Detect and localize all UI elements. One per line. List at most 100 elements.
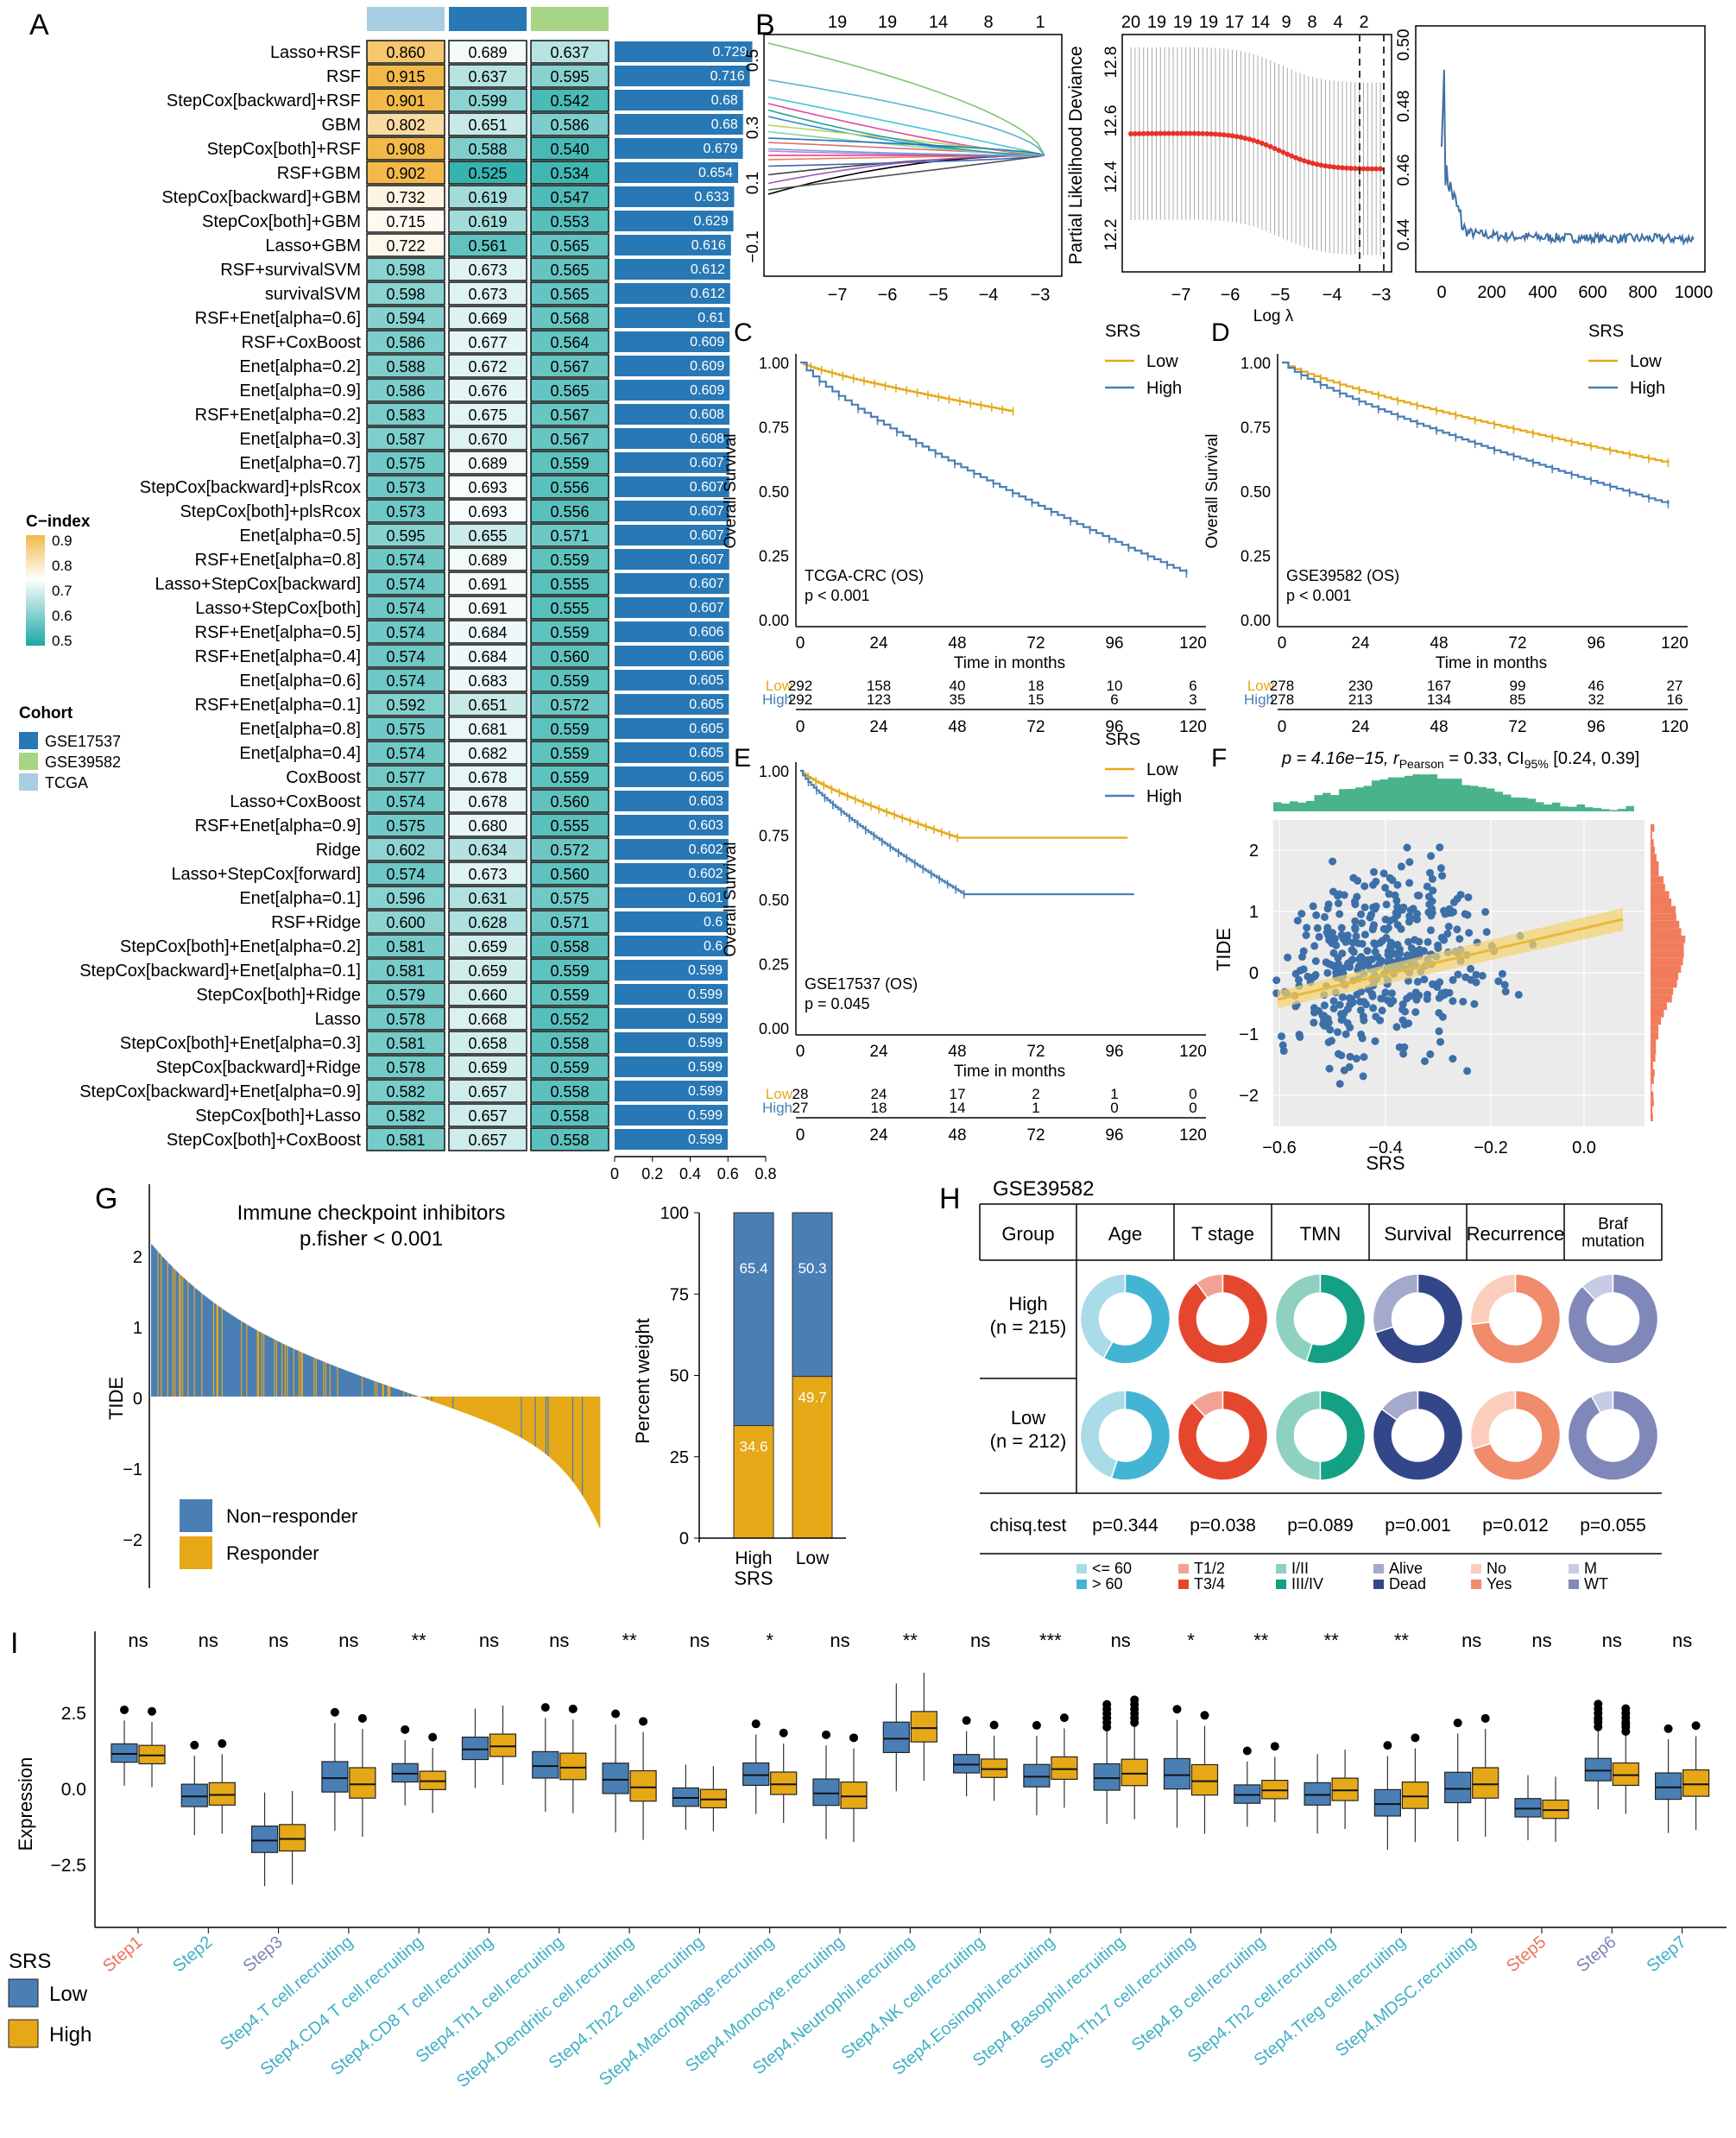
heat-cell — [448, 596, 527, 620]
waterfall-bar — [503, 1397, 506, 1429]
waterfall-bar — [270, 1338, 273, 1397]
risk-x-tick: 120 — [1179, 1126, 1207, 1145]
scatter-point — [1369, 924, 1378, 932]
waterfall-bar — [494, 1397, 496, 1425]
waterfall-bar — [382, 1384, 385, 1397]
hist-bar — [1651, 1076, 1654, 1084]
scatter-point — [1428, 874, 1436, 883]
box-outlier — [611, 1709, 621, 1719]
hist-bar — [1651, 1099, 1654, 1107]
scatter-point — [1348, 955, 1357, 964]
risk-low-count: 18 — [1028, 678, 1045, 694]
hist-bar — [1461, 785, 1470, 811]
heat-cell — [366, 1031, 445, 1055]
cv-point — [1242, 136, 1248, 142]
waterfall-bar — [263, 1334, 265, 1397]
scatter-point — [1405, 918, 1413, 926]
km-legend-high: High — [1630, 379, 1665, 398]
box-body — [1051, 1756, 1078, 1780]
heat-cell-value: 0.559 — [550, 769, 589, 786]
hist-bar — [1379, 779, 1388, 811]
waterfall-bar — [556, 1397, 558, 1464]
scatter-point — [1310, 942, 1319, 950]
axis-tick-label: 0.6 — [717, 1165, 739, 1183]
mean-bar-label: 0.61 — [698, 311, 724, 325]
mean-bar — [615, 235, 731, 255]
waterfall-bar — [444, 1397, 445, 1406]
waterfall-bar — [385, 1384, 387, 1397]
signif-label: ** — [412, 1630, 427, 1651]
tide-histogram — [1651, 824, 1686, 1121]
waterfall-bar — [580, 1397, 583, 1494]
heat-cell-value: 0.558 — [550, 938, 589, 955]
km-x-tick: 72 — [1508, 634, 1526, 653]
scatter-point — [1416, 945, 1424, 954]
box-outlier — [120, 1705, 129, 1714]
cv-point — [1221, 132, 1227, 138]
waterfall-bar — [483, 1397, 485, 1421]
cv-point — [1263, 142, 1269, 148]
mean-bar-label: 0.6 — [704, 915, 723, 930]
waterfall-bar — [387, 1385, 389, 1397]
signif-label: * — [1187, 1630, 1195, 1651]
heat-cell-value: 0.659 — [468, 938, 507, 955]
mean-bar-label: 0.599 — [688, 1036, 723, 1050]
donut-high-segment — [1374, 1273, 1464, 1365]
box-outlier — [1383, 1741, 1392, 1750]
top-tick: 8 — [1307, 13, 1316, 32]
box-body — [251, 1826, 279, 1853]
legend-swatch — [1178, 1564, 1189, 1574]
heat-cell — [448, 910, 527, 934]
waterfall-bar — [558, 1397, 560, 1466]
heat-cell-value: 0.802 — [386, 117, 425, 134]
cv-point — [1225, 132, 1231, 138]
waterfall-bar — [327, 1363, 329, 1397]
waterfall-bar — [180, 1275, 182, 1397]
waterfall-bar — [441, 1397, 444, 1405]
heat-cell-value: 0.559 — [550, 624, 589, 641]
heat-cell — [448, 668, 527, 692]
waterfall-bar — [261, 1333, 263, 1397]
heat-cell — [366, 330, 445, 354]
waterfall-bar — [216, 1304, 218, 1397]
waterfall-bar — [224, 1310, 227, 1397]
model-name: StepCox[both]+CoxBoost — [167, 1131, 362, 1150]
waterfall-bar — [336, 1366, 338, 1397]
heat-cell — [366, 475, 445, 499]
scatter-point — [1406, 906, 1415, 915]
waterfall-bar — [372, 1380, 374, 1397]
waterfall-bar — [481, 1397, 483, 1420]
heat-cell — [448, 185, 527, 209]
hist-bar — [1651, 824, 1655, 832]
risk-high-count: 134 — [1427, 691, 1451, 708]
waterfall-bar — [199, 1292, 202, 1397]
waterfall-bar — [377, 1382, 380, 1397]
waterfall-bar — [262, 1333, 264, 1397]
heat-cell — [448, 886, 527, 910]
heat-cell — [448, 523, 527, 547]
waterfall-bar — [401, 1391, 403, 1397]
hist-bar — [1478, 786, 1487, 811]
hist-bar — [1412, 774, 1421, 811]
heat-cell — [448, 547, 527, 571]
waterfall-bar — [408, 1393, 411, 1397]
table-header: Age — [1108, 1223, 1142, 1245]
waterfall-bar — [555, 1397, 557, 1463]
signif-label: ns — [1461, 1630, 1481, 1651]
hist-bar — [1527, 798, 1536, 811]
risk-row-label-high: High — [762, 1100, 792, 1116]
scatter-point — [1332, 968, 1341, 977]
waterfall-bar — [275, 1340, 277, 1397]
box-body — [461, 1736, 489, 1761]
panel-label-f: F — [1211, 744, 1227, 773]
category-label: Step4.B cell.recruiting — [1128, 1933, 1269, 2055]
legend-swatch — [1373, 1564, 1384, 1574]
heat-cell — [530, 982, 609, 1006]
km-x-tick: 120 — [1179, 1043, 1207, 1061]
top-tick: 19 — [1173, 13, 1192, 32]
waterfall-bar — [356, 1374, 358, 1397]
risk-high-count: 1 — [1032, 1100, 1039, 1116]
km-y-tick: 0.75 — [759, 828, 789, 845]
hist-bar — [1552, 802, 1561, 811]
waterfall-bar — [154, 1248, 156, 1397]
